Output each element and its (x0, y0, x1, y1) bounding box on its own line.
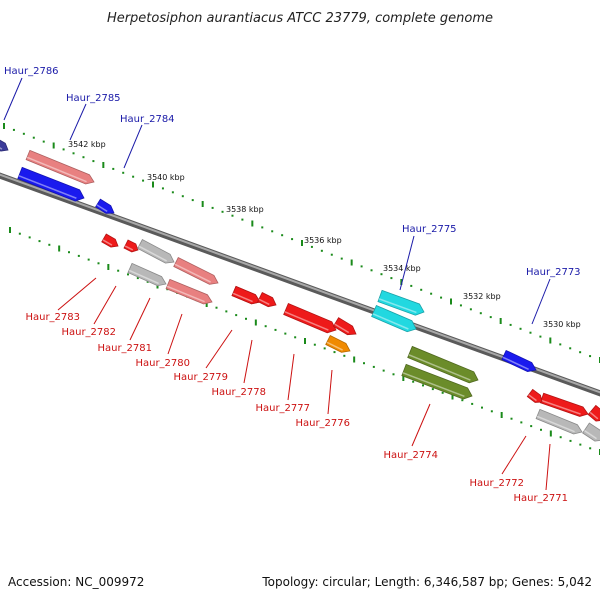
leader-line (3, 77, 23, 121)
gene-arrow-haur-2784[interactable] (17, 166, 85, 202)
gene-label[interactable]: Haur_2772 (469, 478, 524, 489)
gene-label[interactable]: Haur_2785 (66, 93, 121, 104)
tick-track: 3542 kbp 3540 kbp 3538 kbp 3536 kbp 3534 kbp… (3, 123, 600, 455)
gene-arrow-haur-2773[interactable] (501, 349, 537, 372)
summary-text: Topology: circular; Length: 6,346,587 bp… (261, 575, 592, 589)
gene-arrow-haur-2779[interactable] (231, 285, 261, 305)
gene-arrow-haur-2781[interactable] (127, 262, 167, 287)
gene-arrow-haur-2771[interactable] (535, 408, 583, 435)
gene-arrow-haur-2772[interactable] (587, 404, 600, 422)
gene-label[interactable]: Haur_2784 (120, 114, 175, 125)
gene-arrow-haur-2783[interactable] (101, 233, 119, 248)
leader-line (167, 313, 183, 355)
accession-text: Accession: NC_009972 (8, 575, 144, 589)
leader-line (287, 353, 295, 401)
gene-label[interactable]: Haur_2779 (173, 372, 228, 383)
gene-arrow-haur-2777[interactable] (332, 317, 357, 336)
gene-arrow-haur-2780[interactable] (173, 256, 219, 285)
gene-arrow-haur-2775[interactable] (371, 304, 417, 333)
leader-line (205, 329, 233, 369)
gene-label[interactable]: Haur_2782 (61, 327, 116, 338)
gene-label[interactable]: Haur_2783 (25, 312, 80, 323)
axis-tick-label: 3534 kbp (383, 264, 421, 273)
axis-tick-label: 3536 kbp (304, 236, 342, 245)
gene-arrow-haur-2771[interactable] (582, 422, 600, 442)
gene-arrow-haur-2777[interactable] (283, 302, 337, 334)
axis-tick-label: 3530 kbp (543, 320, 581, 329)
gene-label[interactable]: Haur_2781 (97, 343, 152, 354)
gene-arrow-haur-2778[interactable] (257, 291, 277, 308)
leader-line (411, 403, 431, 447)
leader-line (545, 443, 551, 491)
leader-line (243, 339, 253, 384)
gene-arrow-haur-2774[interactable] (407, 345, 479, 384)
gene-track (0, 138, 600, 442)
gene-label[interactable]: Haur_2780 (135, 358, 190, 369)
gene-label[interactable]: Haur_2786 (4, 66, 59, 77)
leader-line (501, 435, 527, 475)
gene-arrow-haur-2784[interactable] (95, 198, 115, 214)
leader-line (399, 235, 415, 291)
gene-arrow-haur-2775[interactable] (377, 289, 425, 316)
leader-line (69, 103, 87, 141)
leader-line (123, 124, 143, 169)
axis-tick-label: 3540 kbp (147, 173, 185, 182)
gene-arrow-haur-2781[interactable] (137, 239, 175, 264)
leader-line (57, 277, 97, 311)
gene-arrow-haur-2772[interactable] (526, 388, 543, 403)
gene-label[interactable]: Haur_2778 (211, 387, 266, 398)
gene-arrow-haur-2782[interactable] (123, 239, 139, 253)
gene-label[interactable]: Haur_2773 (526, 267, 581, 278)
gene-arrow-haur-2774[interactable] (401, 363, 473, 400)
axis-tick-label: 3542 kbp (68, 140, 106, 149)
gene-label[interactable]: Haur_2774 (383, 450, 438, 461)
gene-arrow-haur-2772[interactable] (539, 392, 589, 417)
map-title: Herpetosiphon aurantiacus ATCC 23779, co… (107, 11, 493, 26)
gene-arrow-haur-2776[interactable] (325, 334, 351, 353)
gene-label[interactable]: Haur_2775 (402, 224, 457, 235)
leader-line (531, 278, 551, 325)
axis-tick-label: 3532 kbp (463, 292, 501, 301)
leader-line (129, 297, 151, 341)
gene-label[interactable]: Haur_2771 (513, 493, 568, 504)
gene-labels: Haur_2786 Haur_2785 Haur_2784 Haur_2783 Haur… (3, 66, 581, 504)
gene-arrow-haur-2780[interactable] (165, 278, 213, 305)
gene-arrow-haur-2785[interactable] (25, 149, 95, 185)
gene-label[interactable]: Haur_2776 (295, 418, 350, 429)
leader-line (327, 369, 333, 415)
leader-line (93, 285, 117, 325)
gene-arrow-haur-2786[interactable] (0, 138, 9, 152)
axis-tick-label: 3538 kbp (226, 205, 264, 214)
gene-label[interactable]: Haur_2777 (255, 403, 310, 414)
